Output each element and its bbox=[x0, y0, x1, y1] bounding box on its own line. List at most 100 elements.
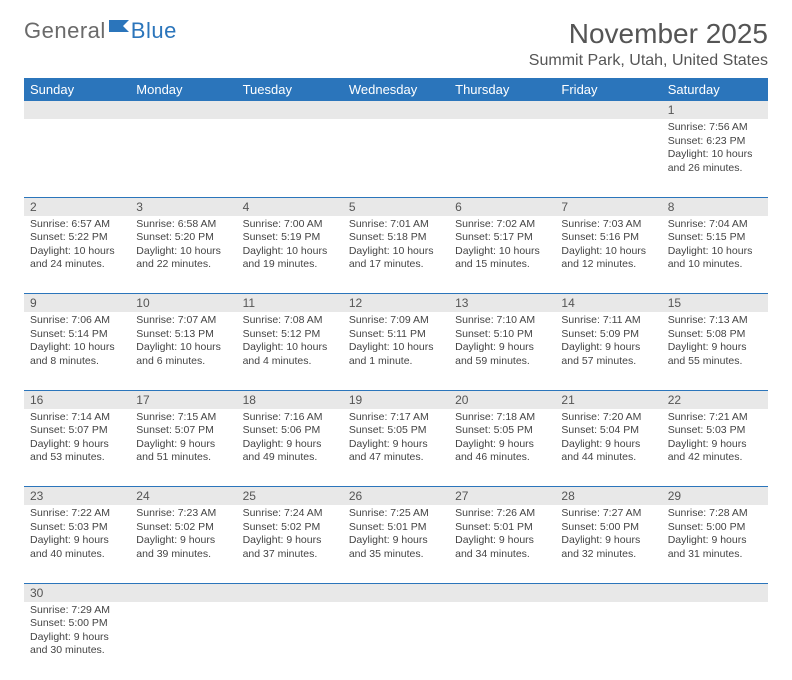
calendar-body: 1Sunrise: 7:56 AMSunset: 6:23 PMDaylight… bbox=[24, 101, 768, 680]
day-number-cell bbox=[130, 101, 236, 119]
sunrise-line: Sunrise: 7:25 AM bbox=[349, 507, 443, 521]
day-detail-cell: Sunrise: 7:16 AMSunset: 5:06 PMDaylight:… bbox=[237, 409, 343, 487]
day-number-cell bbox=[343, 101, 449, 119]
day-detail-row: Sunrise: 7:29 AMSunset: 5:00 PMDaylight:… bbox=[24, 602, 768, 680]
daylight-line: Daylight: 9 hours and 44 minutes. bbox=[561, 438, 655, 465]
daylight-line: Daylight: 9 hours and 59 minutes. bbox=[455, 341, 549, 368]
day-detail-cell: Sunrise: 7:29 AMSunset: 5:00 PMDaylight:… bbox=[24, 602, 130, 680]
sunrise-line: Sunrise: 7:06 AM bbox=[30, 314, 124, 328]
day-detail-cell: Sunrise: 7:13 AMSunset: 5:08 PMDaylight:… bbox=[662, 312, 768, 390]
sunrise-line: Sunrise: 7:04 AM bbox=[668, 218, 762, 232]
day-detail-cell: Sunrise: 7:14 AMSunset: 5:07 PMDaylight:… bbox=[24, 409, 130, 487]
day-number-cell: 3 bbox=[130, 197, 236, 216]
day-detail-cell: Sunrise: 6:58 AMSunset: 5:20 PMDaylight:… bbox=[130, 216, 236, 294]
weekday-header: Sunday bbox=[24, 78, 130, 101]
day-number-cell bbox=[449, 583, 555, 602]
day-number-cell: 21 bbox=[555, 390, 661, 409]
daylight-line: Daylight: 9 hours and 32 minutes. bbox=[561, 534, 655, 561]
day-number-cell: 12 bbox=[343, 294, 449, 313]
sunset-line: Sunset: 5:12 PM bbox=[243, 328, 337, 342]
sunset-line: Sunset: 5:17 PM bbox=[455, 231, 549, 245]
daylight-line: Daylight: 9 hours and 37 minutes. bbox=[243, 534, 337, 561]
day-number-cell: 9 bbox=[24, 294, 130, 313]
sunset-line: Sunset: 5:15 PM bbox=[668, 231, 762, 245]
day-detail-cell: Sunrise: 7:26 AMSunset: 5:01 PMDaylight:… bbox=[449, 505, 555, 583]
day-detail-cell bbox=[237, 602, 343, 680]
sunrise-line: Sunrise: 7:15 AM bbox=[136, 411, 230, 425]
day-detail-cell bbox=[130, 119, 236, 197]
day-detail-row: Sunrise: 7:06 AMSunset: 5:14 PMDaylight:… bbox=[24, 312, 768, 390]
day-detail-cell: Sunrise: 7:00 AMSunset: 5:19 PMDaylight:… bbox=[237, 216, 343, 294]
sunset-line: Sunset: 5:05 PM bbox=[349, 424, 443, 438]
day-detail-cell: Sunrise: 7:06 AMSunset: 5:14 PMDaylight:… bbox=[24, 312, 130, 390]
day-number-cell: 13 bbox=[449, 294, 555, 313]
day-number-cell: 22 bbox=[662, 390, 768, 409]
day-number-cell: 14 bbox=[555, 294, 661, 313]
sunset-line: Sunset: 5:02 PM bbox=[136, 521, 230, 535]
header: General Blue November 2025 Summit Park, … bbox=[24, 18, 768, 70]
day-detail-cell: Sunrise: 7:04 AMSunset: 5:15 PMDaylight:… bbox=[662, 216, 768, 294]
day-number-cell bbox=[555, 583, 661, 602]
day-number-row: 1 bbox=[24, 101, 768, 119]
day-detail-cell: Sunrise: 7:08 AMSunset: 5:12 PMDaylight:… bbox=[237, 312, 343, 390]
sunset-line: Sunset: 5:16 PM bbox=[561, 231, 655, 245]
sunset-line: Sunset: 5:20 PM bbox=[136, 231, 230, 245]
sunset-line: Sunset: 5:00 PM bbox=[668, 521, 762, 535]
sunrise-line: Sunrise: 7:24 AM bbox=[243, 507, 337, 521]
daylight-line: Daylight: 9 hours and 30 minutes. bbox=[30, 631, 124, 658]
location: Summit Park, Utah, United States bbox=[529, 52, 768, 70]
day-detail-cell: Sunrise: 7:28 AMSunset: 5:00 PMDaylight:… bbox=[662, 505, 768, 583]
day-number-cell: 29 bbox=[662, 487, 768, 506]
day-number-cell bbox=[449, 101, 555, 119]
sunset-line: Sunset: 5:03 PM bbox=[30, 521, 124, 535]
day-detail-cell: Sunrise: 7:11 AMSunset: 5:09 PMDaylight:… bbox=[555, 312, 661, 390]
weekday-header: Thursday bbox=[449, 78, 555, 101]
day-detail-cell: Sunrise: 7:22 AMSunset: 5:03 PMDaylight:… bbox=[24, 505, 130, 583]
day-detail-cell: Sunrise: 7:27 AMSunset: 5:00 PMDaylight:… bbox=[555, 505, 661, 583]
day-detail-cell: Sunrise: 7:24 AMSunset: 5:02 PMDaylight:… bbox=[237, 505, 343, 583]
day-number-cell: 11 bbox=[237, 294, 343, 313]
day-number-row: 2345678 bbox=[24, 197, 768, 216]
day-detail-cell bbox=[662, 602, 768, 680]
day-number-cell: 18 bbox=[237, 390, 343, 409]
sunset-line: Sunset: 5:02 PM bbox=[243, 521, 337, 535]
day-detail-cell: Sunrise: 7:56 AMSunset: 6:23 PMDaylight:… bbox=[662, 119, 768, 197]
day-number-cell: 10 bbox=[130, 294, 236, 313]
day-number-cell bbox=[24, 101, 130, 119]
daylight-line: Daylight: 9 hours and 46 minutes. bbox=[455, 438, 549, 465]
sunrise-line: Sunrise: 7:18 AM bbox=[455, 411, 549, 425]
day-number-cell: 26 bbox=[343, 487, 449, 506]
day-detail-cell: Sunrise: 7:09 AMSunset: 5:11 PMDaylight:… bbox=[343, 312, 449, 390]
sunset-line: Sunset: 5:13 PM bbox=[136, 328, 230, 342]
sunrise-line: Sunrise: 7:26 AM bbox=[455, 507, 549, 521]
sunset-line: Sunset: 5:10 PM bbox=[455, 328, 549, 342]
sunrise-line: Sunrise: 7:20 AM bbox=[561, 411, 655, 425]
sunrise-line: Sunrise: 7:00 AM bbox=[243, 218, 337, 232]
daylight-line: Daylight: 10 hours and 24 minutes. bbox=[30, 245, 124, 272]
sunset-line: Sunset: 5:07 PM bbox=[30, 424, 124, 438]
logo: General Blue bbox=[24, 18, 177, 44]
sunset-line: Sunset: 5:07 PM bbox=[136, 424, 230, 438]
day-detail-cell bbox=[343, 602, 449, 680]
sunset-line: Sunset: 5:08 PM bbox=[668, 328, 762, 342]
daylight-line: Daylight: 10 hours and 26 minutes. bbox=[668, 148, 762, 175]
day-detail-cell: Sunrise: 7:07 AMSunset: 5:13 PMDaylight:… bbox=[130, 312, 236, 390]
day-detail-cell: Sunrise: 7:17 AMSunset: 5:05 PMDaylight:… bbox=[343, 409, 449, 487]
day-detail-cell bbox=[449, 119, 555, 197]
daylight-line: Daylight: 10 hours and 10 minutes. bbox=[668, 245, 762, 272]
sunrise-line: Sunrise: 7:07 AM bbox=[136, 314, 230, 328]
day-number-cell: 23 bbox=[24, 487, 130, 506]
sunset-line: Sunset: 5:03 PM bbox=[668, 424, 762, 438]
day-number-cell: 7 bbox=[555, 197, 661, 216]
day-number-cell: 19 bbox=[343, 390, 449, 409]
sunset-line: Sunset: 5:00 PM bbox=[30, 617, 124, 631]
month-title: November 2025 bbox=[529, 18, 768, 50]
day-detail-row: Sunrise: 6:57 AMSunset: 5:22 PMDaylight:… bbox=[24, 216, 768, 294]
day-detail-cell bbox=[343, 119, 449, 197]
sunrise-line: Sunrise: 7:13 AM bbox=[668, 314, 762, 328]
daylight-line: Daylight: 10 hours and 1 minute. bbox=[349, 341, 443, 368]
day-detail-cell: Sunrise: 7:02 AMSunset: 5:17 PMDaylight:… bbox=[449, 216, 555, 294]
weekday-header-row: SundayMondayTuesdayWednesdayThursdayFrid… bbox=[24, 78, 768, 101]
sunset-line: Sunset: 5:06 PM bbox=[243, 424, 337, 438]
day-detail-cell bbox=[449, 602, 555, 680]
